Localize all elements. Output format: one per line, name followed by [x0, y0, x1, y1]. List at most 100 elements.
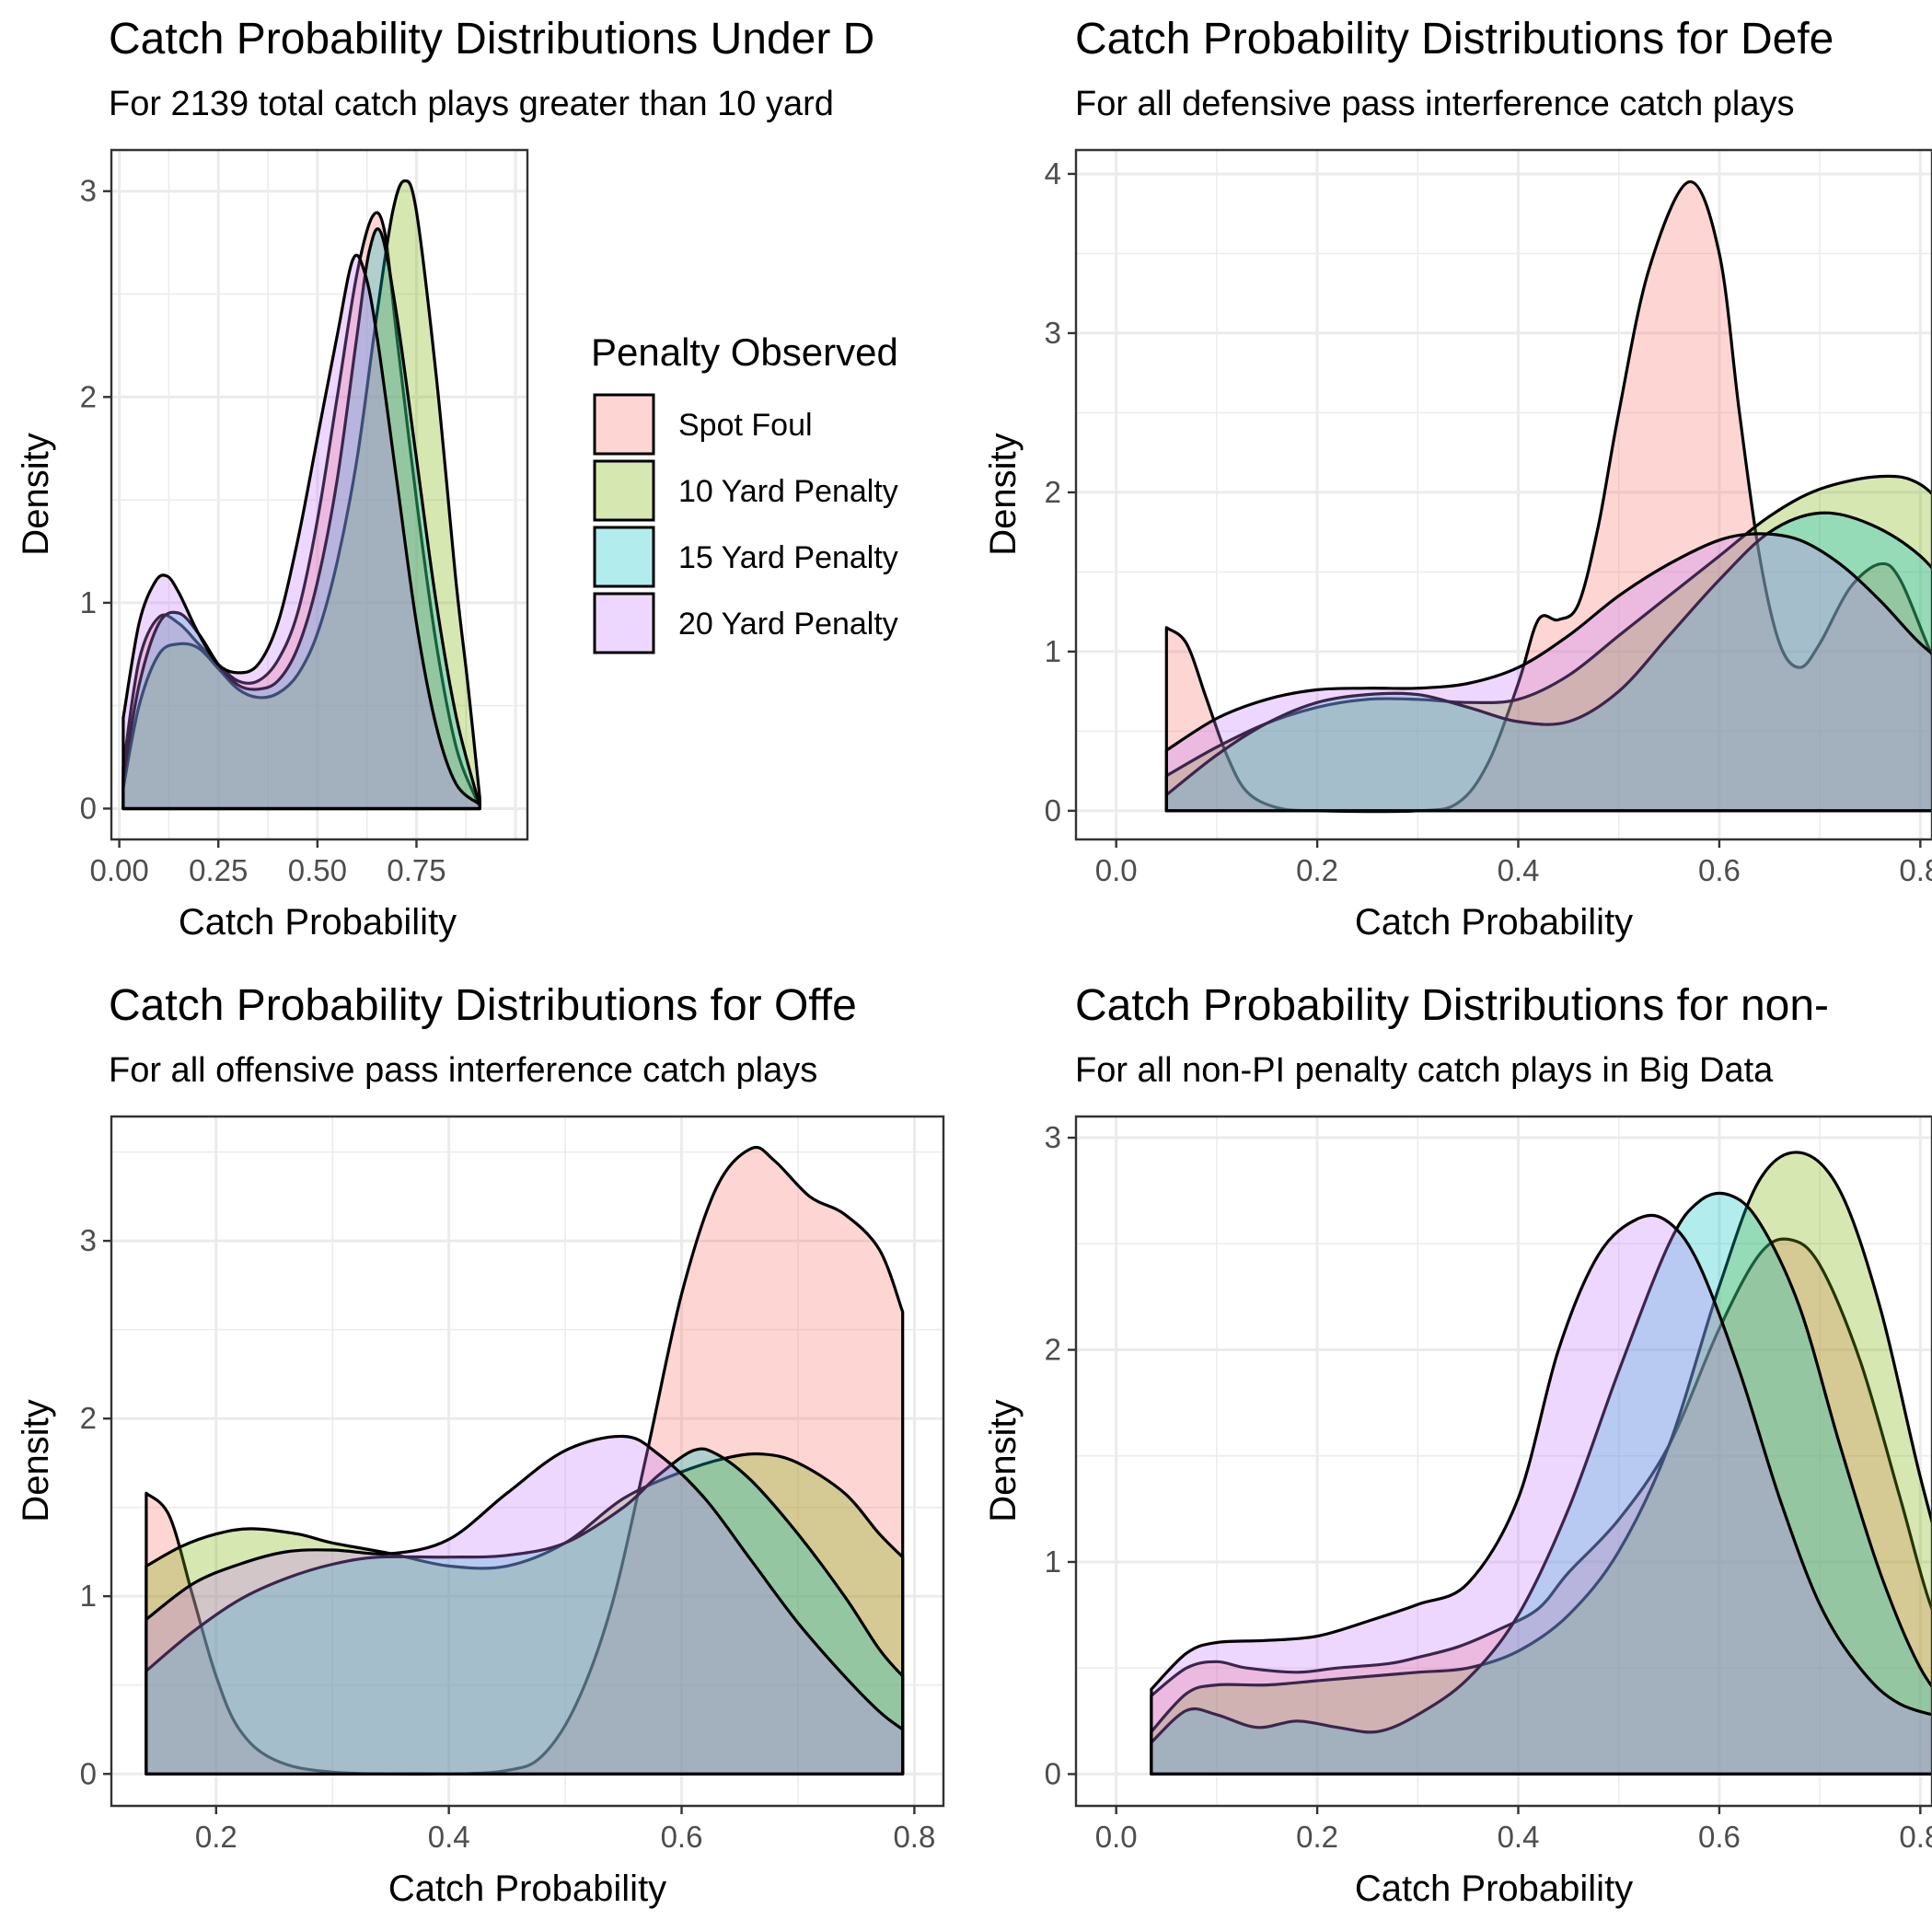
- density-area-20-yard-penalty: [122, 255, 480, 809]
- density-line-10-yard-penalty: [1150, 1151, 1932, 1776]
- y-tick-label: 2: [80, 379, 97, 413]
- panel-border: [1074, 148, 1932, 841]
- density-areas: [1150, 1151, 1932, 1776]
- panel-title: Catch Probability Distributions for Defe: [1075, 15, 1834, 64]
- density-line-15-yard-penalty: [1150, 1191, 1932, 1776]
- density-area-15-yard-penalty: [1151, 1193, 1932, 1775]
- x-axis-label: Catch Probability: [388, 1868, 666, 1909]
- density-area-spot-foul: [145, 1147, 903, 1775]
- density-line-spot-foul: [145, 1145, 905, 1776]
- legend: Penalty Observed Spot Foul 10 Yard Penalt…: [591, 330, 898, 654]
- x-axis-label: Catch Probability: [179, 902, 457, 943]
- legend-item: 15 Yard Penalty: [593, 526, 898, 588]
- plot-area: 0.0 0.2 0.4 0.6 0.8 0 1 2 3: [1045, 1115, 1932, 1854]
- density-area-10-yard-penalty: [122, 180, 480, 809]
- density-line-20-yard-penalty: [145, 1434, 905, 1776]
- panel-background: [1076, 1116, 1932, 1806]
- density-areas: [145, 1145, 905, 1776]
- legend-label: 10 Yard Penalty: [678, 474, 898, 509]
- panel-subtitle: For all offensive pass interference catc…: [109, 1051, 817, 1090]
- legend-key: [593, 592, 655, 654]
- x-tick-label: 0.2: [195, 1820, 237, 1854]
- x-tick-label: 0.6: [1698, 1820, 1741, 1854]
- density-area-15-yard-penalty: [145, 1448, 903, 1775]
- panel-border: [110, 1115, 945, 1808]
- x-tick-label: 0.0: [1095, 1820, 1138, 1854]
- density-area-15-yard-penalty: [1166, 513, 1932, 811]
- legend-label: 20 Yard Penalty: [678, 607, 898, 642]
- y-axis-label: Density: [16, 1399, 56, 1521]
- y-tick-label: 0: [1045, 1756, 1061, 1790]
- y-tick-label: 1: [80, 1579, 97, 1613]
- x-tick-label: 0.4: [1498, 1820, 1540, 1854]
- plot-area: 0.2 0.4 0.6 0.8 0 1 2 3: [80, 1115, 945, 1854]
- density-areas: [121, 179, 481, 811]
- plot-area: 0.00 0.25 0.50 0.75 0 1 2 3: [80, 148, 529, 887]
- density-area-20-yard-penalty: [1166, 533, 1932, 811]
- x-tick-label: 0.6: [661, 1820, 703, 1854]
- chart-panel-defensive-pi: Catch Probability Distributions for Defe…: [983, 15, 1932, 943]
- legend-item: Spot Foul: [593, 393, 813, 456]
- x-tick-label: 0.4: [1498, 853, 1540, 887]
- density-line-spot-foul: [121, 211, 481, 811]
- grid: [1076, 150, 1932, 839]
- legend-key-background: [594, 593, 654, 654]
- chart-panel-offensive-pi: Catch Probability Distributions for Offe…: [16, 981, 945, 1909]
- density-line-10-yard-penalty: [121, 179, 481, 811]
- x-tick-label: 0.4: [428, 1820, 470, 1854]
- density-line-15-yard-penalty: [145, 1447, 905, 1776]
- legend-items: Spot Foul 10 Yard Penalty 15 Yard Penalty 2…: [593, 393, 898, 654]
- density-area-spot-foul: [1166, 181, 1932, 812]
- legend-key-background: [594, 394, 654, 455]
- density-line-15-yard-penalty: [1164, 511, 1932, 813]
- y-tick-label: 1: [1045, 1544, 1061, 1579]
- legend-label: 15 Yard Penalty: [678, 540, 898, 575]
- density-line-10-yard-penalty: [1164, 474, 1932, 813]
- y-tick-label: 1: [80, 585, 97, 619]
- x-tick-label: 0.8: [1899, 853, 1932, 887]
- density-area-10-yard-penalty: [1166, 476, 1932, 811]
- panel-subtitle: For 2139 total catch plays greater than …: [109, 85, 834, 123]
- panel-subtitle: For all defensive pass interference catc…: [1075, 85, 1795, 123]
- density-line-20-yard-penalty: [121, 253, 481, 811]
- y-tick-label: 3: [80, 174, 97, 208]
- density-line-20-yard-penalty: [1164, 532, 1932, 813]
- panel-background: [111, 1116, 943, 1806]
- panel-border: [1074, 1115, 1932, 1808]
- x-tick-label: 0.6: [1698, 853, 1741, 887]
- y-tick-label: 1: [1045, 634, 1061, 668]
- x-tick-label: 0.2: [1296, 1820, 1338, 1854]
- x-tick-label: 0.8: [893, 1820, 935, 1854]
- y-tick-label: 2: [80, 1401, 97, 1435]
- chart-panel-non-pi: Catch Probability Distributions for non-…: [983, 981, 1932, 1909]
- legend-key-background: [594, 460, 654, 521]
- y-tick-label: 4: [1045, 156, 1061, 191]
- y-tick-label: 2: [1045, 1333, 1061, 1367]
- legend-key: [593, 459, 655, 522]
- x-axis-label: Catch Probability: [1355, 1868, 1633, 1909]
- panel-border: [110, 148, 529, 841]
- legend-item: 10 Yard Penalty: [593, 459, 898, 522]
- density-area-10-yard-penalty: [1151, 1151, 1932, 1775]
- y-axis-label: Density: [983, 433, 1024, 555]
- legend-item: 20 Yard Penalty: [593, 592, 898, 654]
- x-tick-label: 0.50: [288, 853, 347, 887]
- chart-panel-under-d: Catch Probability Distributions Under D …: [16, 15, 874, 943]
- y-axis-label: Density: [16, 433, 56, 555]
- y-tick-label: 0: [1045, 793, 1061, 827]
- y-tick-label: 3: [80, 1223, 97, 1257]
- y-tick-label: 3: [1045, 1120, 1061, 1154]
- density-line-15-yard-penalty: [121, 227, 481, 811]
- legend-title: Penalty Observed: [591, 330, 898, 374]
- x-tick-label: 0.25: [189, 853, 248, 887]
- density-line-10-yard-penalty: [145, 1452, 905, 1776]
- grid: [111, 1116, 943, 1806]
- panel-title: Catch Probability Distributions for non-: [1075, 981, 1829, 1030]
- legend-key: [593, 526, 655, 588]
- density-line-spot-foul: [1150, 1237, 1932, 1776]
- legend-key: [593, 393, 655, 456]
- y-tick-label: 2: [1045, 475, 1061, 509]
- x-tick-label: 0.2: [1296, 853, 1338, 887]
- plot-area: 0.0 0.2 0.4 0.6 0.8 0 1 2 3 4: [1045, 148, 1932, 887]
